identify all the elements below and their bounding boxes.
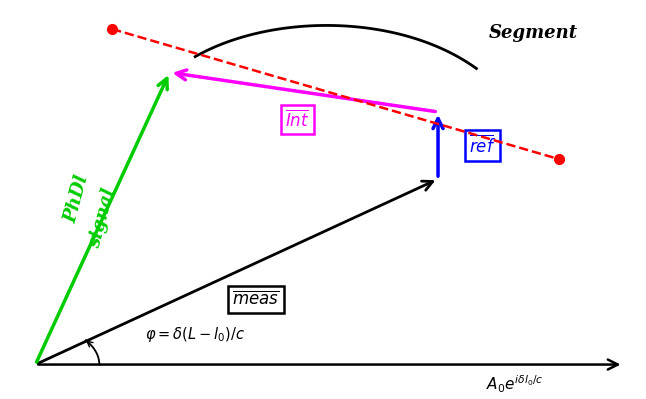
Text: signal: signal <box>86 187 119 251</box>
Text: $\overline{ref}$: $\overline{ref}$ <box>469 134 496 156</box>
Text: PhDl: PhDl <box>62 173 92 225</box>
Text: $\overline{Int}$: $\overline{Int}$ <box>285 109 309 130</box>
Text: $A_0 e^{i\delta l_0/c}$: $A_0 e^{i\delta l_0/c}$ <box>486 373 543 395</box>
Text: Segment: Segment <box>489 24 578 42</box>
Text: $\overline{meas}$: $\overline{meas}$ <box>233 290 280 308</box>
Text: $\varphi = \delta(L-l_0)/c$: $\varphi = \delta(L-l_0)/c$ <box>145 326 245 344</box>
